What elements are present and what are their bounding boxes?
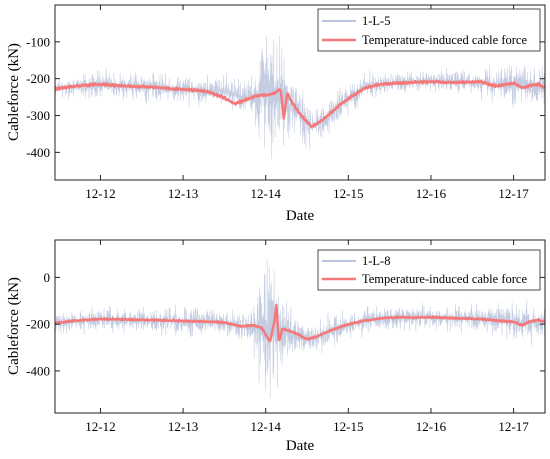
- x-tick-label: 12-12: [85, 419, 115, 434]
- y-tick-label: -300: [26, 108, 50, 123]
- y-tick-label: -100: [26, 34, 50, 49]
- x-axis-label: Date: [286, 208, 315, 224]
- legend: 1-L-5 Temperature-induced cable force: [317, 8, 541, 52]
- series-line-temperature: [55, 303, 545, 343]
- legend-box: [317, 249, 541, 291]
- legend-label-series-1: 1-L-8: [362, 254, 390, 268]
- y-tick-label: -200: [26, 71, 50, 86]
- legend-label-series-2: Temperature-induced cable force: [362, 33, 527, 47]
- y-axis-label: Cableforce (kN): [6, 277, 22, 375]
- plot-area-frame: [54, 4, 546, 181]
- series-line-raw: [55, 35, 545, 160]
- legend: 1-L-8 Temperature-induced cable force: [317, 249, 541, 291]
- x-tick-label: 12-15: [333, 419, 363, 434]
- x-tick-label: 12-16: [416, 419, 447, 434]
- y-axis-label: Cableforce (kN): [6, 43, 22, 141]
- y-tick-label: -400: [26, 363, 50, 378]
- legend-label-series-1: 1-L-5: [362, 14, 390, 28]
- x-tick-label: 12-14: [251, 186, 282, 201]
- y-tick-label: -200: [26, 317, 50, 332]
- y-tick-label: 0: [44, 270, 51, 285]
- legend-box: [317, 8, 541, 52]
- x-tick-label: 12-13: [168, 419, 198, 434]
- series-line-temperature: [55, 79, 545, 128]
- x-tick-label: 12-16: [416, 186, 447, 201]
- x-tick-label: 12-17: [498, 419, 529, 434]
- x-tick-label: 12-12: [85, 186, 115, 201]
- plot-area-frame: [54, 239, 546, 414]
- y-tick-label: -400: [26, 145, 50, 160]
- x-tick-label: 12-17: [498, 186, 529, 201]
- chart-panel-top: -100 -200 -300 -400 12-12 12-13 12-14 12-15 12-…: [6, 4, 546, 224]
- chart-panel-bottom: 0 -200 -400 12-12 12-13 12-14 12-15 12-16 12-17…: [6, 239, 546, 454]
- x-tick-label: 12-15: [333, 186, 363, 201]
- legend-label-series-2: Temperature-induced cable force: [362, 272, 527, 286]
- x-tick-label: 12-14: [251, 419, 282, 434]
- x-tick-label: 12-13: [168, 186, 198, 201]
- x-axis-label: Date: [286, 438, 315, 454]
